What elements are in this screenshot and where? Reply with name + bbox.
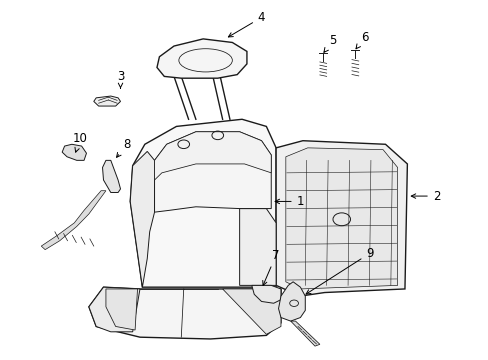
Polygon shape [102,160,120,193]
Polygon shape [130,119,276,287]
Text: 8: 8 [116,138,130,157]
Polygon shape [285,148,397,289]
Text: 10: 10 [73,132,87,152]
Text: 3: 3 [117,70,124,89]
Polygon shape [239,208,276,285]
Polygon shape [89,287,140,332]
Text: 5: 5 [323,34,336,52]
Text: 2: 2 [410,190,439,203]
Polygon shape [157,39,246,78]
Text: 6: 6 [355,31,368,49]
Polygon shape [154,132,271,180]
Polygon shape [62,144,86,160]
Polygon shape [154,132,271,212]
Polygon shape [251,285,281,303]
Polygon shape [290,321,319,346]
Polygon shape [276,141,407,296]
Text: 9: 9 [305,247,373,294]
Polygon shape [89,287,281,339]
Text: 4: 4 [228,11,264,37]
Polygon shape [106,289,137,330]
Text: 1: 1 [275,195,304,208]
Text: 7: 7 [262,248,279,285]
Polygon shape [278,282,305,321]
Polygon shape [41,191,106,249]
Polygon shape [94,96,120,106]
Polygon shape [222,289,281,334]
Polygon shape [130,152,154,287]
